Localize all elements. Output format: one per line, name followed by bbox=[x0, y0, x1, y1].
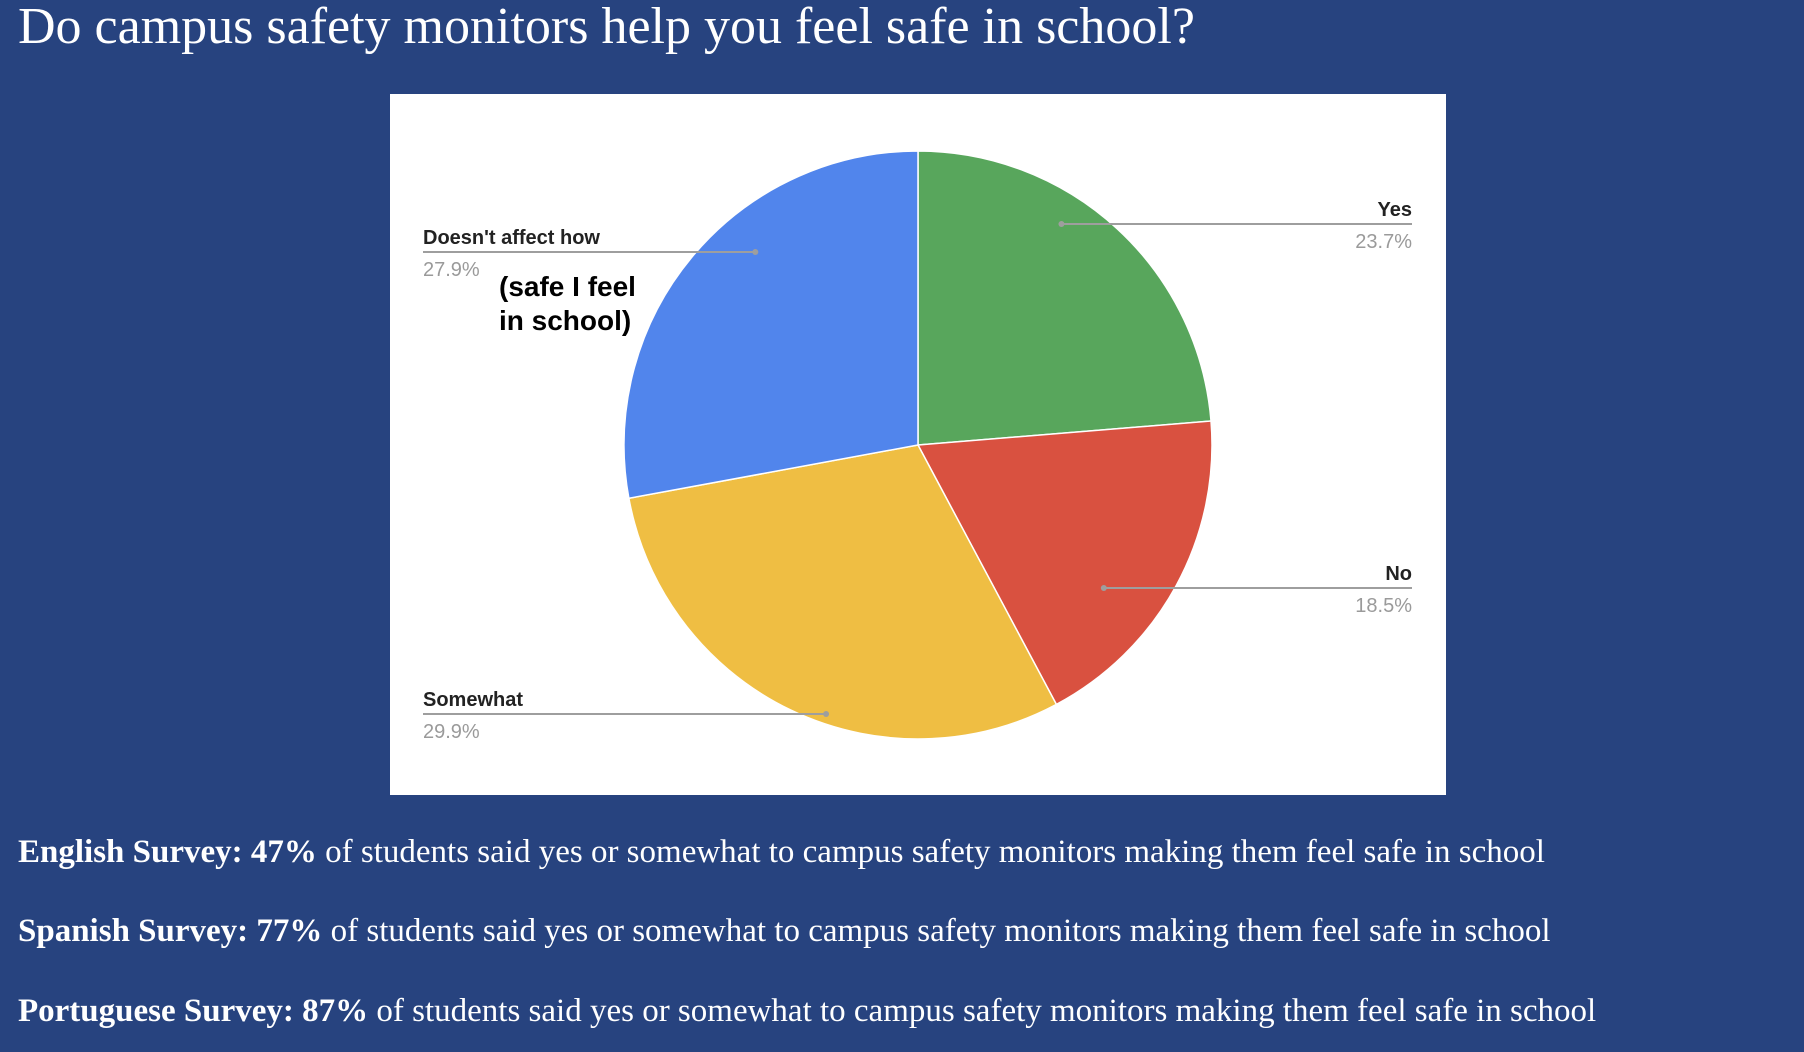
slice-label-somewhat: Somewhat bbox=[423, 689, 523, 711]
summary-portuguese: Portuguese Survey: 87% of students said … bbox=[18, 992, 1596, 1032]
summary-spanish-text: of students said yes or somewhat to camp… bbox=[322, 913, 1551, 949]
pie-slice-no bbox=[916, 420, 1213, 706]
annotation-line-1: (safe I feel bbox=[499, 271, 636, 302]
pie-slice-yes bbox=[917, 150, 1212, 446]
pie-chart-card: Yes 23.7% No 18.5% Somewhat 29.9% Doesn't affe… bbox=[390, 94, 1446, 795]
slice-value-yes: 23.7% bbox=[1355, 231, 1412, 253]
chart-annotation: (safe I feel in school) bbox=[499, 270, 636, 337]
slice-value-somewhat: 29.9% bbox=[423, 721, 480, 743]
pie-slice-doesn-t-affect-how bbox=[623, 150, 919, 500]
summary-portuguese-bold: Portuguese Survey: 87% bbox=[18, 993, 369, 1029]
summary-spanish-bold: Spanish Survey: 77% bbox=[18, 913, 323, 949]
summary-portuguese-text: of students said yes or somewhat to camp… bbox=[368, 993, 1597, 1029]
slice-label-no: No bbox=[1385, 563, 1412, 585]
page-title: Do campus safety monitors help you feel … bbox=[18, 0, 1195, 55]
summary-english: English Survey: 47% of students said yes… bbox=[18, 833, 1545, 873]
summary-english-text: of students said yes or somewhat to camp… bbox=[316, 834, 1545, 870]
slice-label-doesn-t-affect-how: Doesn't affect how bbox=[423, 227, 600, 249]
summary-english-bold: English Survey: 47% bbox=[18, 834, 317, 870]
slice-label-yes: Yes bbox=[1378, 199, 1412, 221]
pie-slice-somewhat bbox=[627, 444, 1058, 740]
slice-value-no: 18.5% bbox=[1355, 595, 1412, 617]
annotation-line-2: in school) bbox=[499, 304, 632, 336]
leader-dot-somewhat bbox=[823, 711, 830, 717]
summary-spanish: Spanish Survey: 77% of students said yes… bbox=[18, 912, 1551, 952]
slice-value-doesn-t-affect-how: 27.9% bbox=[423, 259, 480, 281]
pie-chart: Yes 23.7% No 18.5% Somewhat 29.9% Doesn't affe… bbox=[423, 150, 1412, 743]
